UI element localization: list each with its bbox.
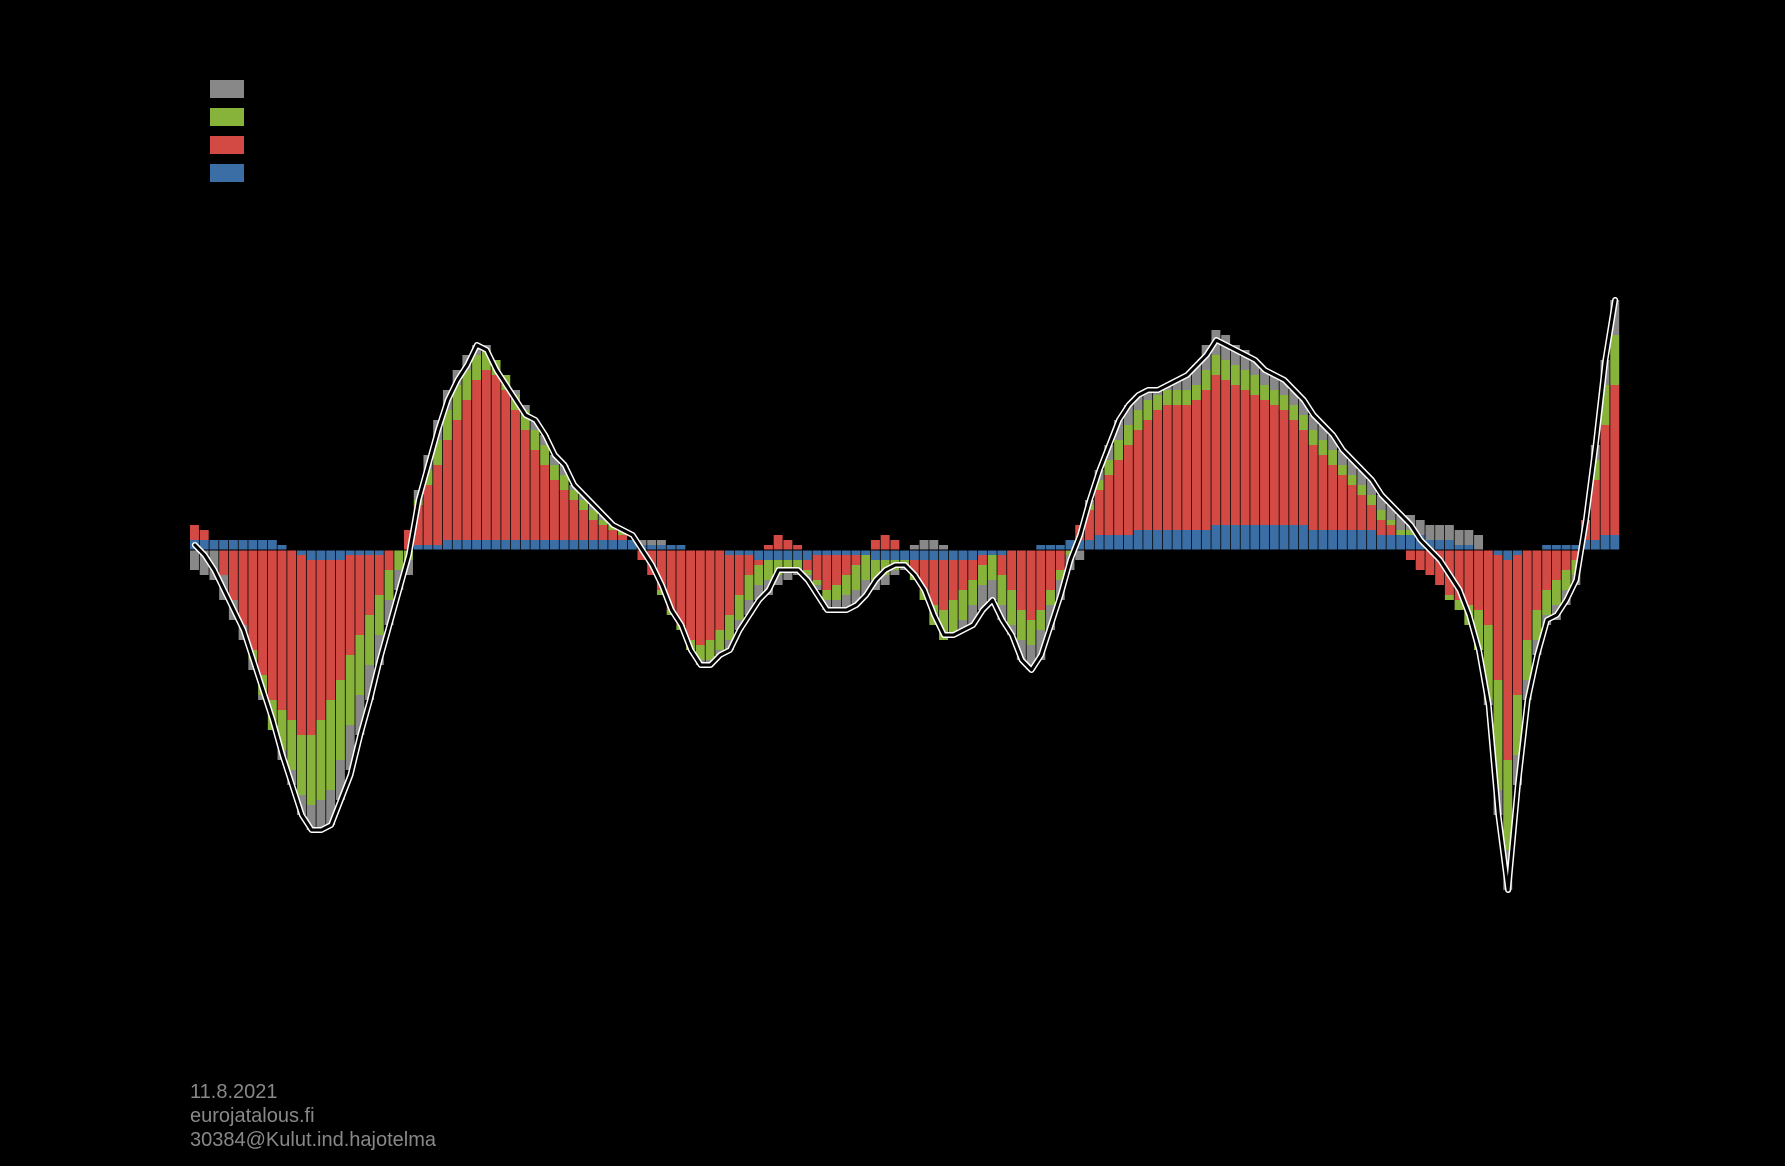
chart-container	[190, 60, 1620, 960]
legend-swatch-green	[210, 108, 244, 126]
legend-swatch-grey	[210, 80, 244, 98]
legend	[210, 75, 256, 187]
legend-item	[210, 75, 256, 103]
legend-item	[210, 103, 256, 131]
legend-item	[210, 131, 256, 159]
footer-ref: 30384@Kulut.ind.hajotelma	[190, 1128, 436, 1152]
legend-swatch-red	[210, 136, 244, 154]
chart-svg	[190, 250, 1620, 950]
legend-item	[210, 159, 256, 187]
legend-swatch-blue	[210, 164, 244, 182]
footer-source: eurojatalous.fi	[190, 1104, 436, 1128]
footer-date: 11.8.2021	[190, 1080, 436, 1104]
plot-area	[190, 250, 1620, 950]
chart-footer: 11.8.2021 eurojatalous.fi 30384@Kulut.in…	[190, 1080, 436, 1152]
